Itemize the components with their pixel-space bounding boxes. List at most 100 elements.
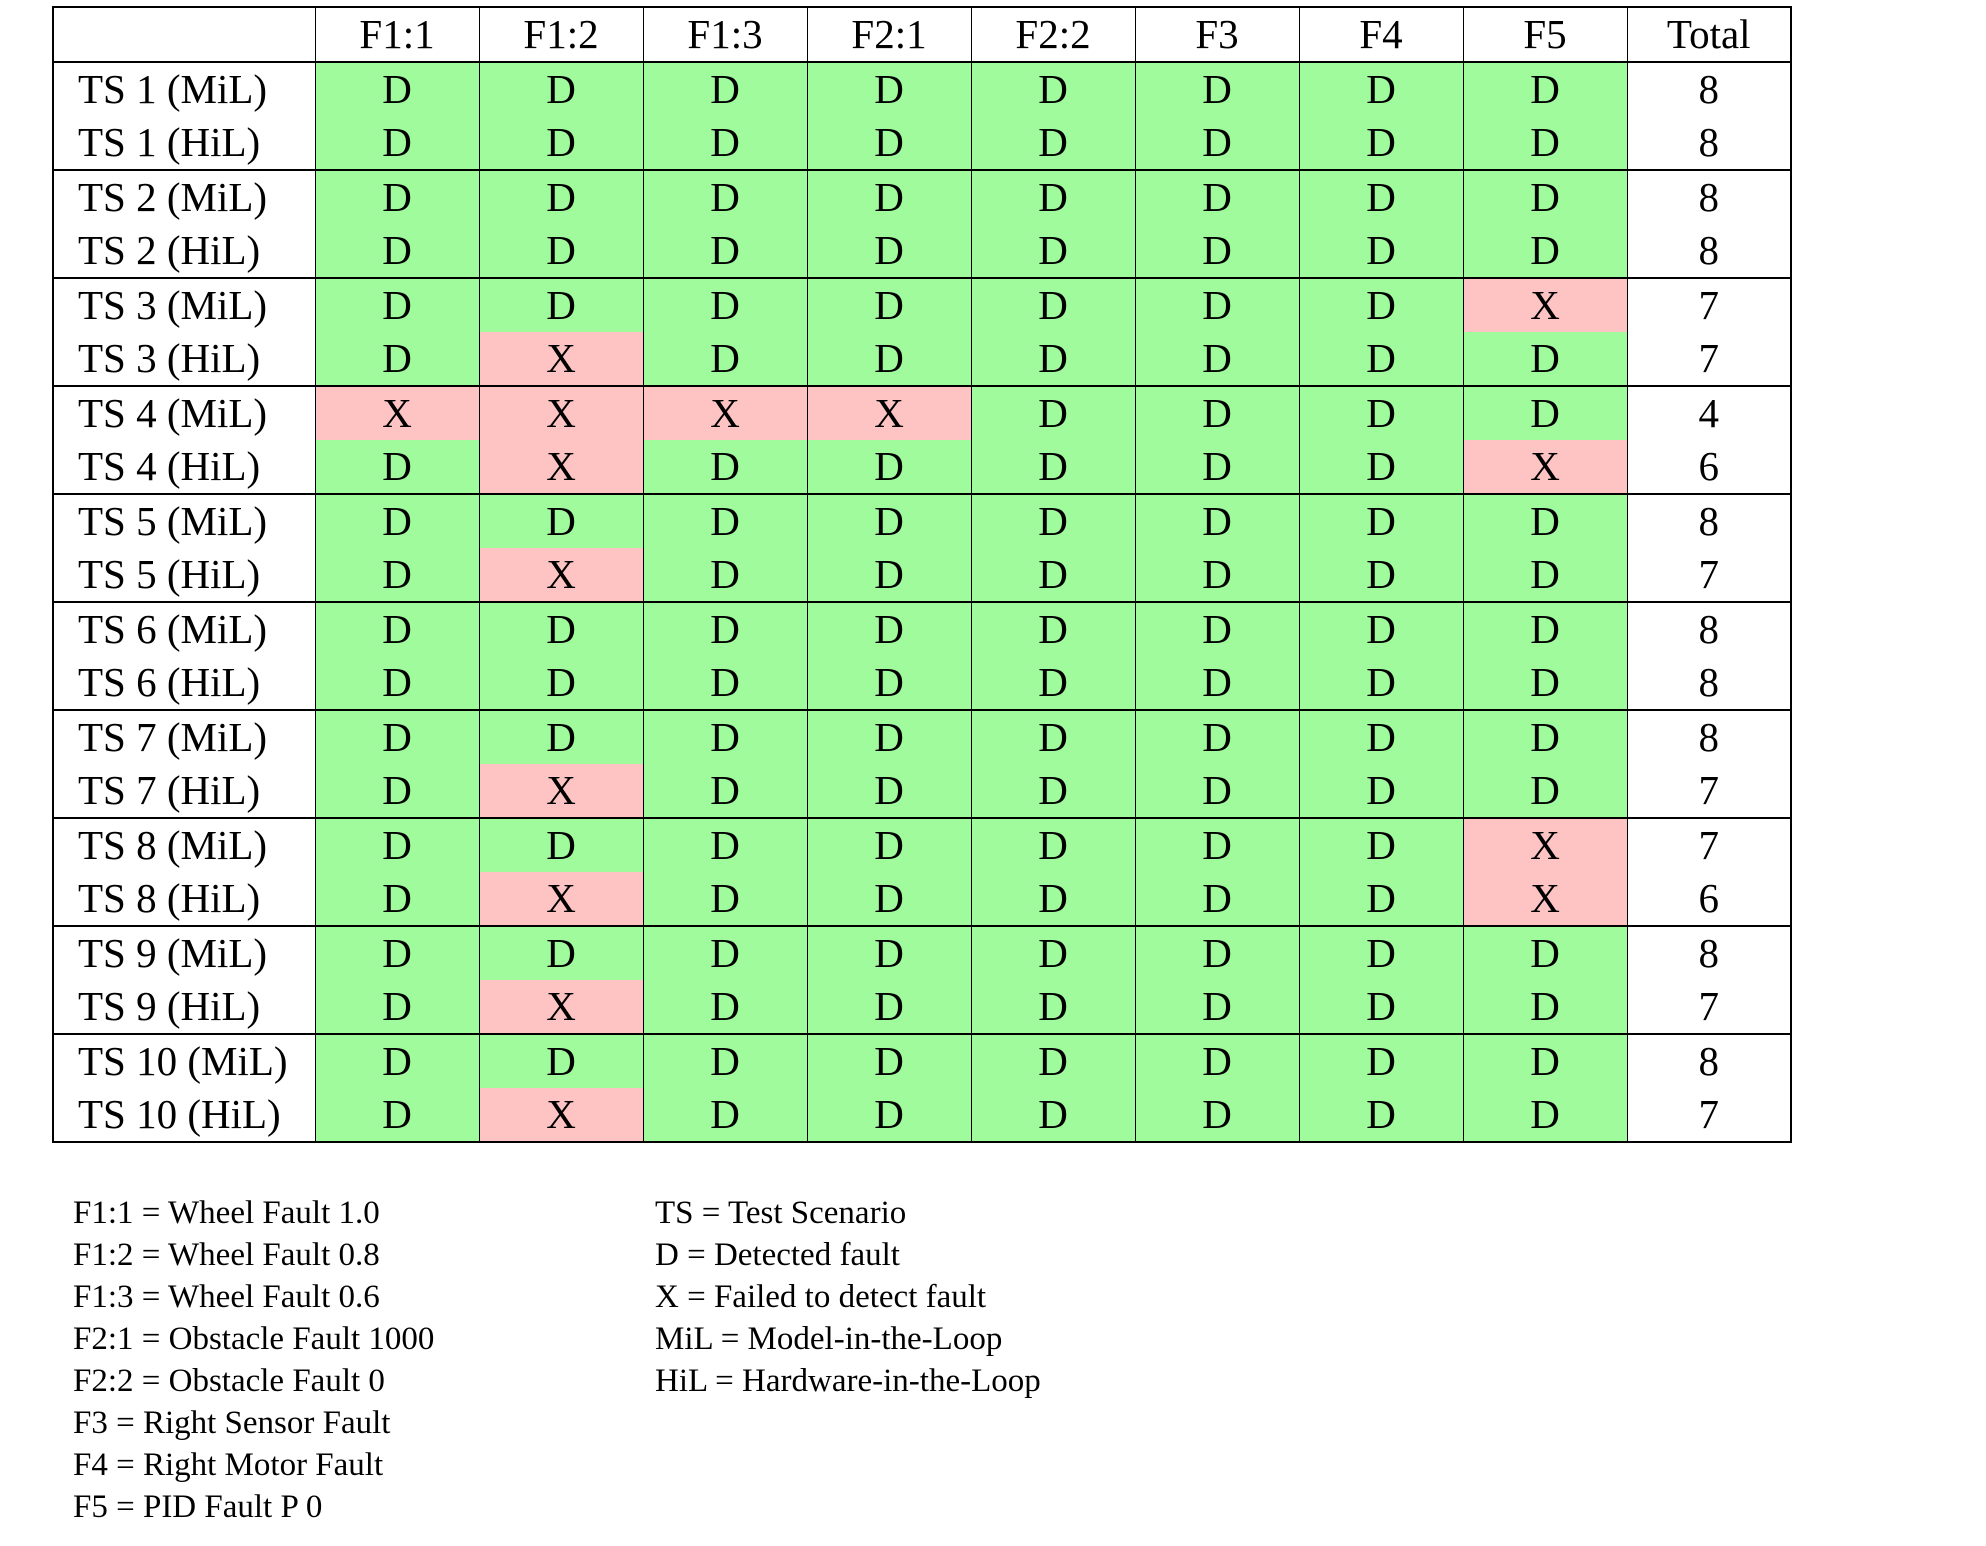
result-cell-detected: D bbox=[1134, 926, 1299, 980]
table-row: TS 3 (MiL) D D D D D D D X 7 bbox=[53, 278, 1791, 332]
table-row: TS 3 (HiL) D X D D D D D D 7 bbox=[53, 332, 1791, 387]
result-cell-detected: D bbox=[1462, 710, 1627, 764]
result-cell-detected: D bbox=[314, 170, 479, 224]
result-cell-detected: D bbox=[806, 116, 971, 171]
result-cell-detected: D bbox=[1462, 764, 1627, 819]
result-cell-detected: D bbox=[1134, 818, 1299, 872]
result-cell-detected: D bbox=[478, 926, 643, 980]
table-row: TS 8 (HiL) D X D D D D D X 6 bbox=[53, 872, 1791, 927]
result-cell-detected: D bbox=[478, 1034, 643, 1088]
result-cell-detected: D bbox=[970, 980, 1135, 1035]
result-cell-detected: D bbox=[1134, 1034, 1299, 1088]
row-label: TS 2 (HiL) bbox=[53, 224, 315, 279]
result-cell-detected: D bbox=[478, 62, 643, 116]
result-cell-detected: D bbox=[806, 656, 971, 711]
result-cell-detected: D bbox=[1134, 872, 1299, 927]
result-cell-detected: D bbox=[314, 710, 479, 764]
result-cell-detected: D bbox=[1298, 440, 1463, 495]
row-label: TS 4 (MiL) bbox=[78, 390, 268, 436]
result-cell-failed: X bbox=[478, 764, 643, 819]
result-cell-detected: D bbox=[314, 1088, 479, 1143]
result-cell-detected: D bbox=[1298, 1088, 1463, 1143]
row-label: TS 6 (HiL) bbox=[53, 656, 315, 711]
legend-item: F1:1 = Wheel Fault 1.0 bbox=[73, 1195, 380, 1231]
table-row: TS 7 (HiL) D X D D D D D D 7 bbox=[53, 764, 1791, 819]
table-row: TS 9 (HiL) D X D D D D D D 7 bbox=[53, 980, 1791, 1035]
column-header: F1:1 bbox=[314, 7, 479, 63]
result-cell-failed: X bbox=[314, 386, 479, 440]
result-cell-detected: D bbox=[806, 170, 971, 224]
result-cell-detected: D bbox=[1298, 710, 1463, 764]
result-cell-detected: D bbox=[1134, 980, 1299, 1035]
result-cell-detected: D bbox=[806, 62, 971, 116]
result-cell-detected: D bbox=[642, 872, 807, 927]
result-cell-detected: D bbox=[1462, 656, 1627, 711]
result-cell-detected: D bbox=[1298, 602, 1463, 656]
result-cell-detected: D bbox=[478, 656, 643, 711]
total-cell: 8 bbox=[1626, 116, 1791, 171]
result-cell-detected: D bbox=[642, 764, 807, 819]
row-label: TS 8 (HiL) bbox=[53, 872, 315, 927]
column-header: F5 bbox=[1462, 7, 1627, 63]
result-cell-detected: D bbox=[806, 872, 971, 927]
result-cell-detected: D bbox=[1462, 548, 1627, 603]
total-cell: 6 bbox=[1626, 872, 1791, 927]
result-cell-failed: X bbox=[478, 386, 643, 440]
total-cell: 8 bbox=[1626, 926, 1791, 980]
result-cell-detected: D bbox=[1298, 926, 1463, 980]
result-cell-detected: D bbox=[970, 710, 1135, 764]
result-cell-detected: D bbox=[1462, 980, 1627, 1035]
legend-item: F2:2 = Obstacle Fault 0 bbox=[73, 1363, 385, 1399]
result-cell-detected: D bbox=[970, 818, 1135, 872]
result-cell-detected: D bbox=[1462, 224, 1627, 279]
legend-item: F5 = PID Fault P 0 bbox=[73, 1489, 323, 1525]
result-cell-detected: D bbox=[1298, 548, 1463, 603]
result-cell-detected: D bbox=[1134, 224, 1299, 279]
result-cell-detected: D bbox=[1462, 1034, 1627, 1088]
legend-item: F1:3 = Wheel Fault 0.6 bbox=[73, 1279, 380, 1315]
result-cell-detected: D bbox=[478, 710, 643, 764]
total-cell: 7 bbox=[1626, 332, 1791, 387]
result-cell-detected: D bbox=[1462, 926, 1627, 980]
column-header: F4 bbox=[1298, 7, 1463, 63]
row-label: TS 7 (HiL) bbox=[53, 764, 315, 819]
table-row: TS 6 (MiL) D D D D D D D D 8 bbox=[53, 602, 1791, 656]
result-cell-detected: D bbox=[1134, 494, 1299, 548]
result-cell-detected: D bbox=[1298, 872, 1463, 927]
row-label: TS 10 (HiL) bbox=[53, 1088, 315, 1143]
total-cell: 8 bbox=[1626, 1034, 1791, 1088]
result-cell-detected: D bbox=[806, 926, 971, 980]
result-cell-detected: D bbox=[1298, 62, 1463, 116]
result-cell-detected: D bbox=[806, 1088, 971, 1143]
legend-item: D = Detected fault bbox=[655, 1237, 900, 1273]
total-cell: 8 bbox=[1626, 656, 1791, 711]
total-cell: 7 bbox=[1626, 764, 1791, 819]
result-cell-detected: D bbox=[478, 116, 643, 171]
row-label: TS 1 (MiL) bbox=[78, 66, 268, 112]
result-cell-detected: D bbox=[1462, 602, 1627, 656]
fault-legend: F1:1 = Wheel Fault 1.0 F1:2 = Wheel Fault… bbox=[73, 1192, 434, 1528]
result-cell-detected: D bbox=[1134, 386, 1299, 440]
result-cell-detected: D bbox=[1298, 1034, 1463, 1088]
result-cell-detected: D bbox=[314, 872, 479, 927]
table-row: TS 1 (HiL) D D D D D D D D 8 bbox=[53, 116, 1791, 171]
legend-item: HiL = Hardware-in-the-Loop bbox=[655, 1363, 1041, 1399]
result-cell-detected: D bbox=[1134, 62, 1299, 116]
result-cell-detected: D bbox=[314, 548, 479, 603]
result-cell-detected: D bbox=[1462, 62, 1627, 116]
result-cell-detected: D bbox=[478, 224, 643, 279]
result-cell-detected: D bbox=[1298, 656, 1463, 711]
result-cell-detected: D bbox=[1134, 764, 1299, 819]
row-label: TS 8 (MiL) bbox=[78, 822, 268, 868]
result-cell-detected: D bbox=[314, 602, 479, 656]
result-cell-failed: X bbox=[806, 386, 971, 440]
result-cell-detected: D bbox=[1462, 116, 1627, 171]
result-cell-detected: D bbox=[1298, 224, 1463, 279]
table-row: TS 5 (HiL) D X D D D D D D 7 bbox=[53, 548, 1791, 603]
row-label: TS 5 (MiL) bbox=[78, 498, 268, 544]
row-label: TS 5 (HiL) bbox=[53, 548, 315, 603]
result-cell-detected: D bbox=[1462, 332, 1627, 387]
result-cell-detected: D bbox=[314, 926, 479, 980]
row-label: TS 3 (MiL) bbox=[78, 282, 268, 328]
result-cell-detected: D bbox=[642, 1088, 807, 1143]
